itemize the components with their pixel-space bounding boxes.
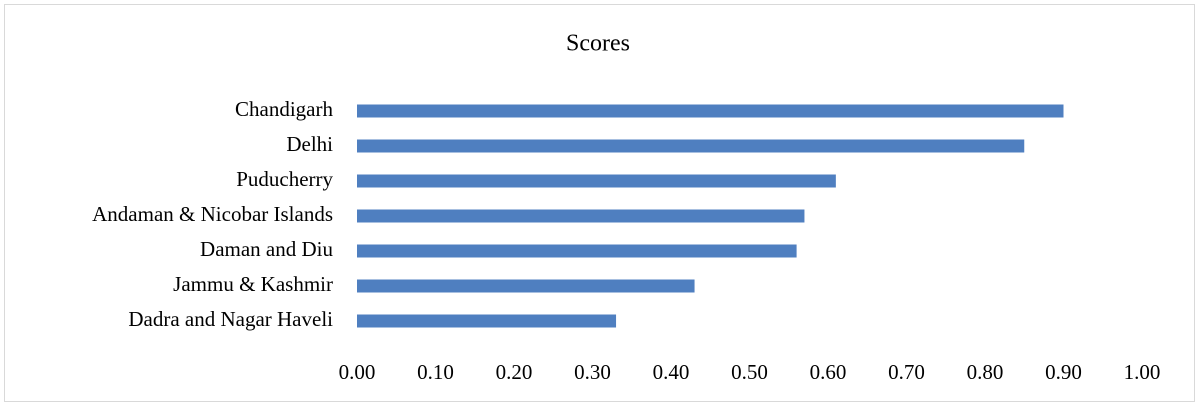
y-tick-label: Puducherry <box>236 167 333 191</box>
y-tick-label: Dadra and Nagar Haveli <box>128 307 333 331</box>
bar <box>357 279 695 293</box>
x-tick-label: 0.70 <box>888 360 925 384</box>
y-tick-label: Jammu & Kashmir <box>173 272 333 296</box>
chart-title: Scores <box>566 31 630 57</box>
x-tick-label: 0.20 <box>496 360 533 384</box>
x-tick-label: 0.40 <box>653 360 690 384</box>
bar <box>357 209 805 223</box>
bar <box>357 139 1025 153</box>
x-tick-label: 0.80 <box>967 360 1004 384</box>
x-tick-label: 0.60 <box>810 360 847 384</box>
x-tick-label: 0.00 <box>339 360 376 384</box>
y-tick-label: Chandigarh <box>235 97 333 121</box>
bar <box>357 244 797 258</box>
bar <box>357 314 617 328</box>
bar <box>357 104 1064 118</box>
x-tick-label: 0.30 <box>574 360 611 384</box>
y-tick-label: Daman and Diu <box>200 237 333 261</box>
chart-border <box>4 4 1195 402</box>
x-tick-label: 0.10 <box>417 360 454 384</box>
y-tick-label: Delhi <box>286 132 333 156</box>
x-tick-label: 1.00 <box>1124 360 1161 384</box>
x-tick-label: 0.50 <box>731 360 768 384</box>
x-tick-label: 0.90 <box>1045 360 1082 384</box>
bar <box>357 174 836 188</box>
y-tick-label: Andaman & Nicobar Islands <box>92 202 333 226</box>
